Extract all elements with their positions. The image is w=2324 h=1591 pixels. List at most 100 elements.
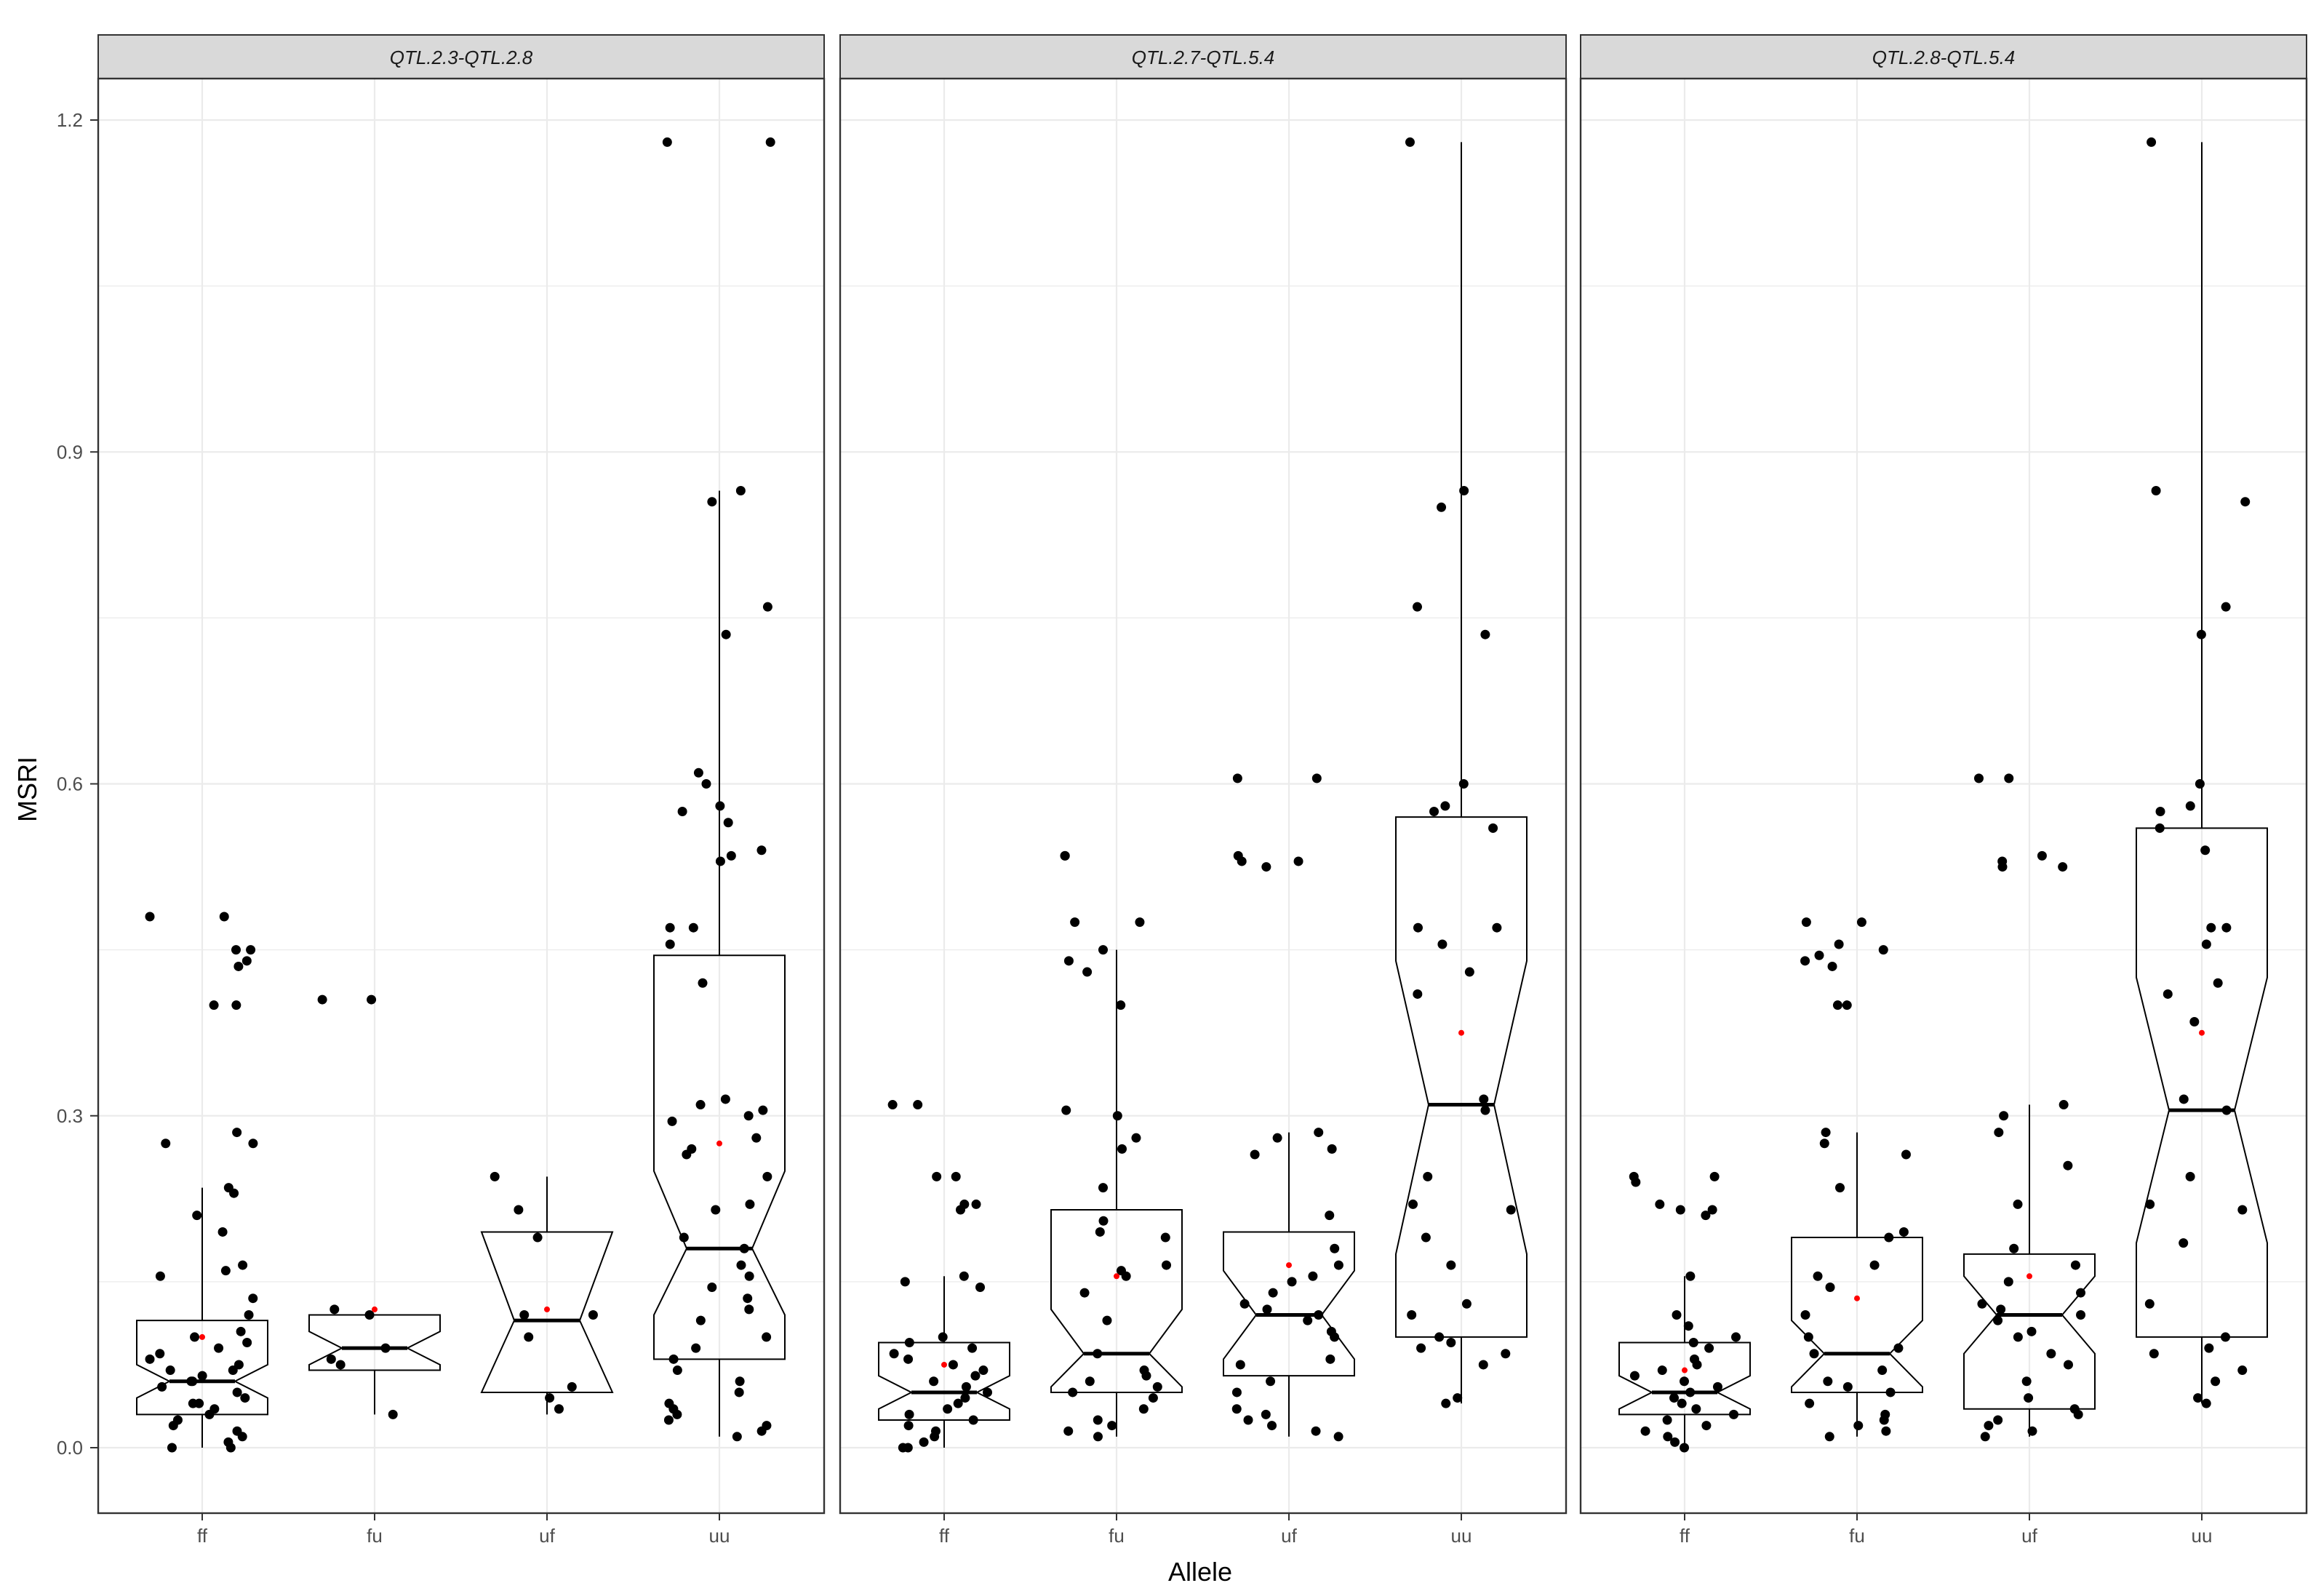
y-tick-label: 0.0 bbox=[57, 1437, 83, 1459]
data-point bbox=[1239, 1299, 1250, 1309]
data-point bbox=[2059, 1100, 2069, 1110]
x-axis-title: Allele bbox=[1168, 1557, 1232, 1587]
data-point bbox=[1311, 773, 1322, 783]
data-point bbox=[1441, 1398, 1451, 1408]
data-point bbox=[739, 1243, 749, 1253]
data-point bbox=[1800, 1310, 1810, 1320]
y-axis-title: MSRI bbox=[12, 757, 42, 822]
data-point bbox=[519, 1310, 530, 1320]
data-point bbox=[1308, 1271, 1318, 1281]
x-tick-label: uu bbox=[2192, 1525, 2213, 1547]
notched-box bbox=[1395, 816, 1528, 1338]
data-point bbox=[2013, 1332, 2023, 1342]
data-point bbox=[330, 1304, 340, 1315]
data-point bbox=[919, 1437, 929, 1447]
data-point bbox=[2155, 823, 2165, 833]
box-ff bbox=[1618, 1171, 1751, 1453]
data-point bbox=[1446, 1260, 1456, 1270]
data-point bbox=[898, 1443, 908, 1453]
data-point bbox=[943, 1404, 953, 1414]
data-point bbox=[1819, 1139, 1829, 1149]
data-point bbox=[1446, 1338, 1456, 1348]
data-point bbox=[2237, 1365, 2248, 1376]
data-point bbox=[1629, 1371, 1640, 1381]
data-point bbox=[2070, 1260, 2080, 1270]
data-point bbox=[726, 850, 736, 861]
data-point bbox=[1231, 1387, 1242, 1397]
data-point bbox=[335, 1360, 346, 1370]
data-point bbox=[220, 1266, 231, 1276]
data-point bbox=[241, 956, 252, 966]
data-point bbox=[960, 1393, 970, 1403]
data-point bbox=[490, 1171, 500, 1181]
box-ff bbox=[136, 912, 268, 1453]
data-point bbox=[388, 1409, 398, 1419]
data-point bbox=[2221, 602, 2231, 612]
data-point bbox=[1993, 1315, 2003, 1325]
data-point bbox=[756, 845, 767, 856]
data-point bbox=[1405, 137, 1415, 147]
data-point bbox=[1813, 1271, 1823, 1281]
data-point bbox=[248, 1293, 258, 1304]
data-point bbox=[240, 1393, 250, 1403]
data-point bbox=[762, 1171, 772, 1181]
facet-panel: QTL.2.7-QTL.5.4 ff fu uf uu bbox=[839, 34, 1568, 1547]
data-point bbox=[2237, 1205, 2248, 1215]
data-point bbox=[229, 1188, 239, 1198]
y-tick-label: 0.3 bbox=[57, 1105, 83, 1127]
data-point bbox=[1631, 1177, 1641, 1187]
data-point bbox=[2220, 1332, 2230, 1342]
data-point bbox=[1293, 856, 1303, 866]
data-point bbox=[971, 1199, 981, 1209]
data-point bbox=[1261, 1409, 1271, 1419]
data-point bbox=[232, 1128, 242, 1138]
data-point bbox=[228, 1365, 238, 1376]
data-point bbox=[1657, 1365, 1667, 1376]
data-point bbox=[913, 1100, 923, 1110]
data-point bbox=[2058, 862, 2068, 872]
facet-strip-title: QTL.2.3-QTL.2.8 bbox=[390, 47, 533, 68]
data-point bbox=[1121, 1271, 1131, 1281]
data-point bbox=[1869, 1260, 1880, 1270]
data-point bbox=[1825, 1282, 1835, 1292]
mean-marker bbox=[941, 1361, 947, 1368]
data-point bbox=[1980, 1432, 1990, 1442]
box-ff bbox=[878, 1100, 1010, 1453]
data-point bbox=[231, 1000, 241, 1010]
data-point bbox=[190, 1332, 200, 1342]
facet-strip bbox=[97, 34, 825, 79]
data-point bbox=[1461, 1299, 1472, 1309]
data-point bbox=[232, 1387, 242, 1397]
data-point bbox=[688, 922, 698, 933]
data-point bbox=[238, 1260, 248, 1270]
data-point bbox=[1266, 1376, 1276, 1387]
data-point bbox=[1480, 629, 1490, 639]
data-point bbox=[1884, 1232, 1894, 1243]
data-point bbox=[1984, 1421, 1994, 1431]
data-point bbox=[701, 779, 711, 789]
data-point bbox=[1672, 1310, 1682, 1320]
x-tick-label: ff bbox=[197, 1525, 208, 1547]
data-point bbox=[2009, 1243, 2019, 1253]
data-point bbox=[2147, 137, 2157, 147]
data-point bbox=[2185, 801, 2195, 811]
data-point bbox=[1093, 1349, 1103, 1359]
data-point bbox=[1262, 1304, 1272, 1315]
data-point bbox=[231, 945, 241, 955]
box-uf bbox=[1963, 773, 2096, 1442]
mean-marker bbox=[1854, 1295, 1860, 1301]
data-point bbox=[1685, 1271, 1696, 1281]
data-point bbox=[691, 1343, 701, 1353]
data-point bbox=[1327, 1144, 1337, 1154]
data-point bbox=[2201, 939, 2211, 949]
data-point bbox=[1102, 1315, 1112, 1325]
data-point bbox=[961, 1381, 971, 1392]
data-point bbox=[1901, 1149, 1911, 1160]
data-point bbox=[1112, 1111, 1122, 1121]
data-point bbox=[1437, 939, 1447, 949]
data-point bbox=[1235, 1360, 1245, 1370]
data-point bbox=[167, 1443, 177, 1453]
data-point bbox=[693, 767, 703, 778]
x-tick-label: uu bbox=[1451, 1525, 1472, 1547]
data-point bbox=[2037, 850, 2047, 861]
